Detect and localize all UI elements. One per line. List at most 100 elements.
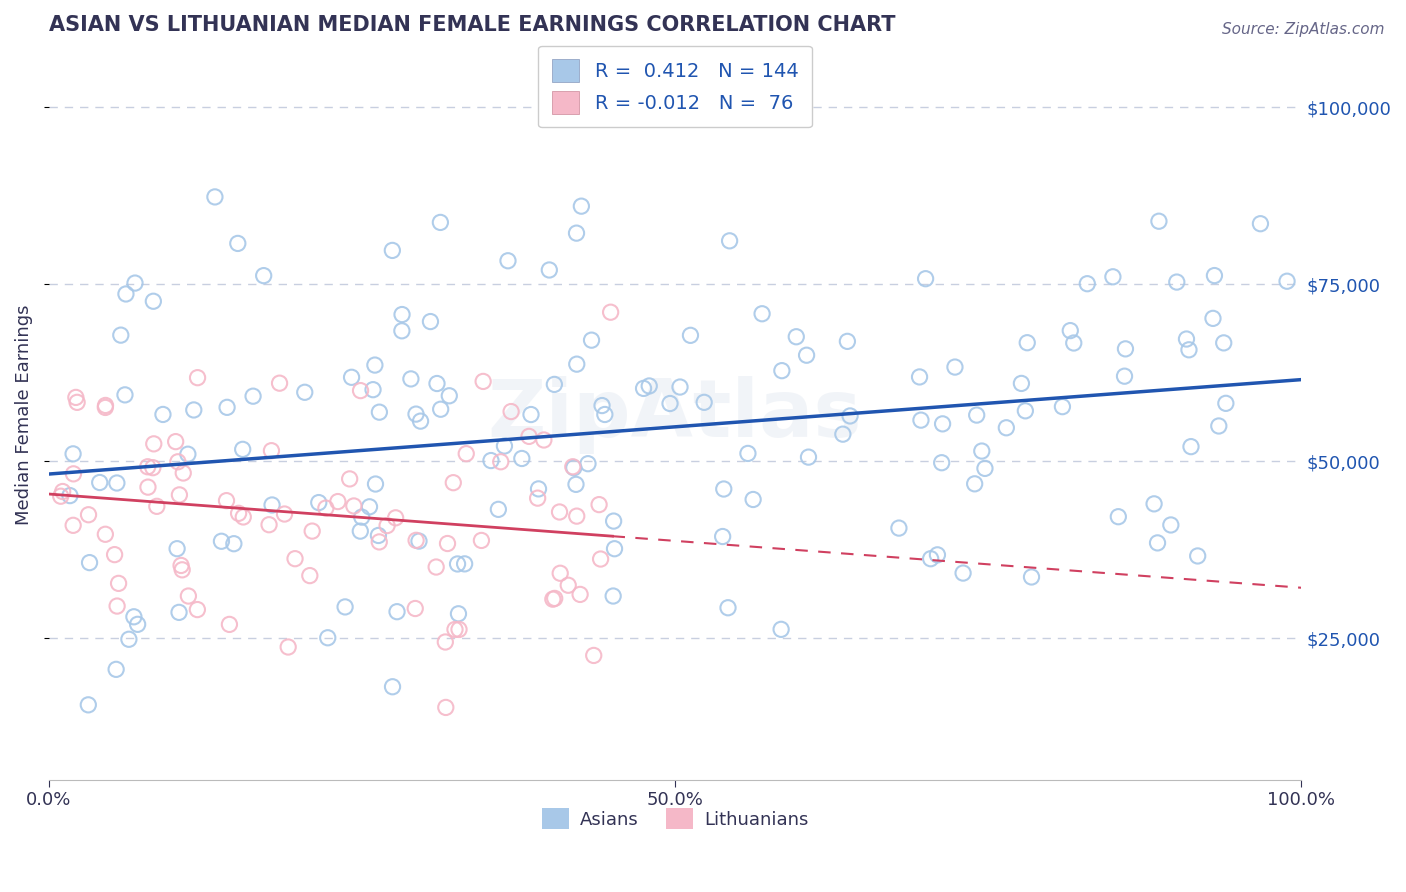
Point (94, 401, 117, 415)
Point (548, 505, 571, 519)
Point (1063, 336, 1085, 351)
Text: Source: ZipAtlas.com: Source: ZipAtlas.com (1222, 22, 1385, 37)
Point (1249, 217, 1271, 231)
Point (209, 534, 232, 549)
Point (107, 576, 129, 591)
Point (257, 517, 280, 532)
Point (118, 632, 141, 647)
Legend: Asians, Lithuanians: Asians, Lithuanians (534, 801, 815, 836)
Point (742, 492, 765, 507)
Point (510, 451, 533, 466)
Point (565, 477, 588, 491)
Point (284, 551, 307, 566)
Point (910, 413, 932, 427)
Point (501, 404, 523, 418)
Point (453, 557, 475, 571)
Point (340, 370, 363, 384)
Point (1215, 396, 1237, 410)
Point (1143, 497, 1166, 511)
Point (204, 190, 226, 204)
Point (391, 324, 413, 338)
Point (183, 403, 205, 417)
Point (419, 314, 441, 328)
Point (122, 609, 145, 624)
Point (751, 307, 773, 321)
Point (384, 511, 406, 525)
Point (94, 527, 117, 541)
Point (409, 414, 432, 428)
Point (142, 437, 165, 451)
Point (368, 535, 391, 549)
Point (375, 518, 398, 533)
Point (166, 541, 188, 556)
Point (172, 563, 194, 577)
Point (105, 475, 128, 490)
Point (368, 405, 391, 419)
Point (839, 409, 862, 423)
Point (89, 475, 111, 490)
Point (339, 472, 361, 486)
Point (79, 556, 101, 570)
Point (177, 447, 200, 461)
Point (242, 389, 264, 403)
Point (711, 529, 734, 543)
Point (582, 648, 605, 663)
Point (1114, 369, 1136, 384)
Point (361, 383, 384, 397)
Point (565, 509, 588, 524)
Point (228, 506, 250, 520)
Point (439, 389, 461, 403)
Point (797, 450, 820, 464)
Point (557, 578, 579, 592)
Point (436, 536, 458, 550)
Point (167, 455, 190, 469)
Point (105, 662, 128, 676)
Point (187, 370, 209, 384)
Point (349, 524, 371, 538)
Point (1059, 324, 1081, 338)
Point (1187, 549, 1209, 563)
Point (405, 407, 427, 421)
Point (408, 534, 430, 549)
Point (269, 376, 291, 391)
Point (943, 360, 966, 375)
Point (308, 495, 330, 509)
Point (718, 234, 741, 248)
Point (316, 631, 339, 645)
Point (77, 508, 100, 522)
Point (1175, 332, 1198, 346)
Point (633, 381, 655, 395)
Point (165, 434, 187, 449)
Text: ASIAN VS LITHUANIAN MEDIAN FEMALE EARNINGS CORRELATION CHART: ASIAN VS LITHUANIAN MEDIAN FEMALE EARNIN… (49, 15, 896, 35)
Point (562, 460, 585, 475)
Point (486, 502, 509, 516)
Y-axis label: Median Female Earnings: Median Female Earnings (15, 305, 32, 525)
Point (1202, 311, 1225, 326)
Point (591, 399, 613, 413)
Point (520, 408, 543, 422)
Point (679, 328, 702, 343)
Point (1160, 518, 1182, 533)
Point (538, 263, 561, 277)
Point (260, 443, 283, 458)
Point (142, 294, 165, 309)
Point (350, 510, 373, 524)
Point (359, 500, 381, 514)
Point (1204, 268, 1226, 283)
Point (425, 560, 447, 574)
Point (995, 421, 1018, 435)
Point (429, 402, 451, 417)
Point (217, 401, 239, 415)
Point (222, 537, 245, 551)
Point (1166, 275, 1188, 289)
Point (837, 334, 859, 349)
Point (1107, 509, 1129, 524)
Point (931, 456, 953, 470)
Point (298, 568, 321, 582)
Point (434, 700, 457, 714)
Point (599, 305, 621, 319)
Point (713, 482, 735, 496)
Point (496, 253, 519, 268)
Point (576, 457, 599, 471)
Point (349, 384, 371, 398)
